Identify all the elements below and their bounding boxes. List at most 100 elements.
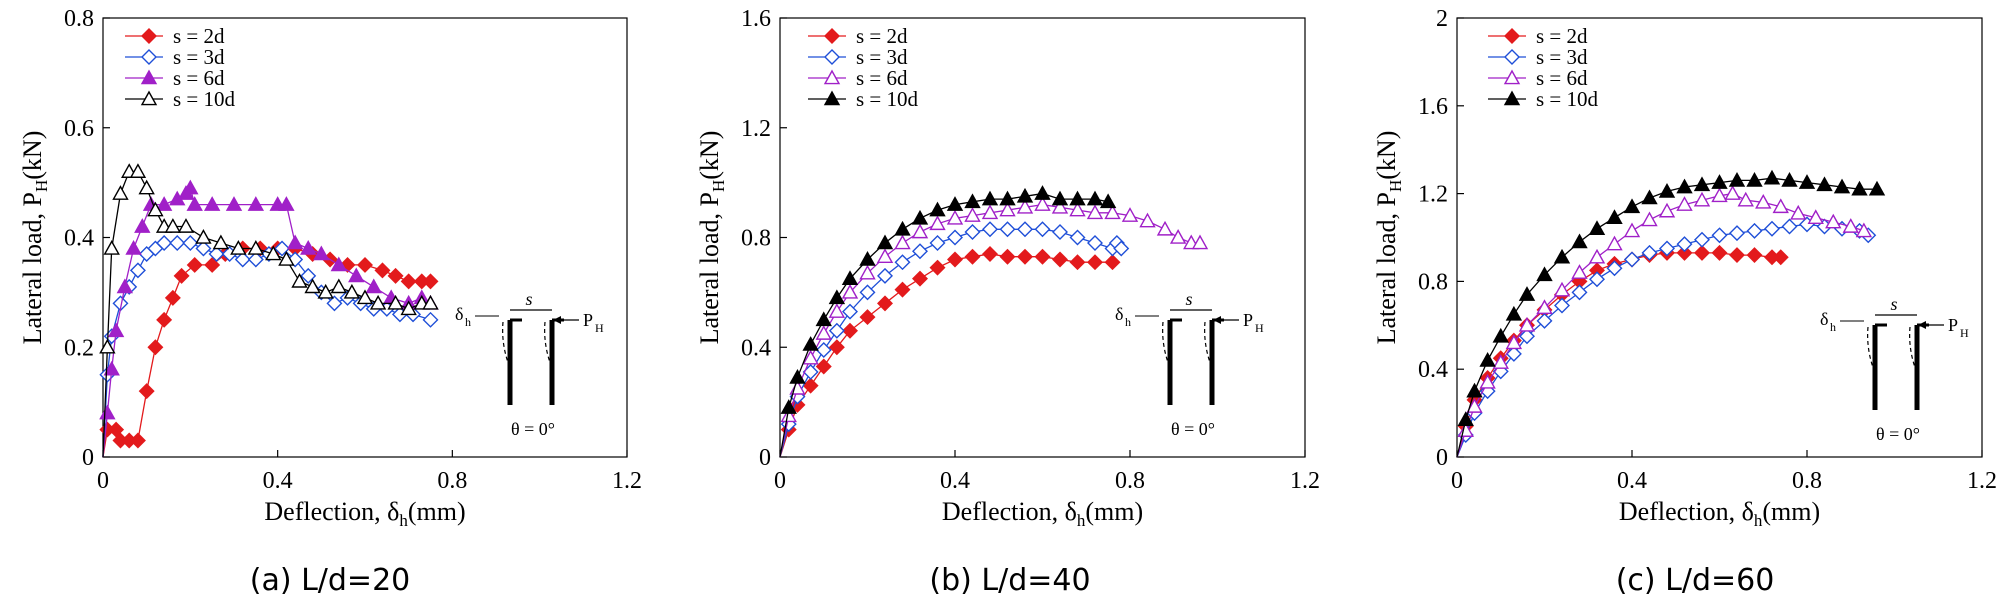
- data-point: [1034, 248, 1051, 265]
- data-point: [1052, 224, 1068, 241]
- data-point: [964, 193, 981, 209]
- legend-label: s = 10d: [856, 87, 919, 111]
- y-tick-label: 0.2: [64, 335, 94, 361]
- data-point: [1694, 231, 1710, 248]
- data-point: [291, 272, 308, 288]
- data-point: [828, 339, 845, 356]
- panel-caption: (c) L/d=60: [1616, 563, 1775, 597]
- data-point: [828, 289, 846, 305]
- series-s6d: [1456, 185, 1873, 458]
- data-point: [1554, 297, 1570, 314]
- data-point: [894, 281, 911, 298]
- data-point: [147, 339, 164, 356]
- delta-subscript: h: [465, 315, 471, 329]
- data-point: [182, 179, 199, 195]
- data-point: [247, 196, 265, 211]
- data-point: [929, 201, 946, 217]
- data-point: [317, 283, 334, 299]
- data-point: [155, 196, 173, 211]
- data-point: [912, 270, 928, 287]
- data-point: [815, 325, 832, 340]
- y-tick-label: 1.2: [1418, 182, 1448, 208]
- y-tick-label: 0.4: [741, 335, 771, 361]
- data-point: [369, 294, 387, 310]
- data-point: [859, 264, 876, 280]
- data-point: [169, 234, 186, 251]
- data-point: [1505, 334, 1523, 350]
- data-point: [1623, 222, 1641, 238]
- series-s3d: [779, 221, 1130, 458]
- data-point: [1571, 284, 1588, 301]
- y-tick-label: 1.6: [741, 6, 771, 32]
- data-point: [780, 399, 797, 414]
- data-point: [1606, 209, 1623, 225]
- data-point: [912, 243, 928, 260]
- data-point: [1790, 204, 1807, 220]
- load-arrowhead: [1918, 321, 1926, 329]
- y-tick-label: 2: [1436, 6, 1448, 32]
- series-line: [779, 203, 1200, 458]
- data-point: [877, 295, 893, 312]
- data-point: [1781, 218, 1798, 235]
- y-axis-label: Lateral load, PH(kN): [18, 131, 51, 345]
- data-point: [1536, 266, 1553, 282]
- data-point: [999, 248, 1016, 265]
- data-point: [422, 294, 439, 310]
- data-point: [1191, 234, 1209, 250]
- data-point: [1658, 202, 1676, 218]
- series-line: [779, 192, 1109, 458]
- delta-label: δ: [1115, 304, 1123, 324]
- legend-marker: [141, 28, 157, 44]
- x-tick-label: 1.2: [612, 468, 642, 494]
- data-point: [964, 248, 981, 265]
- delta-subscript: h: [1830, 320, 1836, 334]
- data-point: [815, 342, 832, 358]
- data-point: [1034, 221, 1051, 238]
- angle-label: θ = 0°: [511, 419, 555, 439]
- data-point: [1694, 244, 1710, 261]
- data-point: [1492, 354, 1509, 369]
- data-point: [400, 300, 417, 316]
- data-point: [1588, 220, 1606, 236]
- data-point: [212, 234, 230, 250]
- data-point: [173, 267, 190, 284]
- y-tick-label: 0: [759, 445, 771, 471]
- data-point: [116, 278, 134, 294]
- data-point: [422, 273, 439, 290]
- series-line: [779, 253, 1113, 458]
- data-point: [1086, 190, 1104, 206]
- data-point: [1536, 312, 1553, 329]
- data-point: [1729, 247, 1745, 264]
- legend-marker: [140, 90, 158, 106]
- data-point: [1833, 178, 1851, 194]
- data-point: [99, 338, 116, 354]
- x-tick-label: 0: [774, 468, 786, 494]
- data-point: [156, 234, 173, 251]
- data-point: [208, 245, 225, 262]
- data-point: [1016, 187, 1034, 203]
- x-tick-label: 1.2: [1967, 468, 1997, 494]
- data-point: [828, 322, 845, 339]
- deflected-shape-right: [1204, 321, 1213, 369]
- load-label: P: [583, 310, 593, 330]
- data-point: [387, 267, 404, 284]
- y-tick-label: 0.8: [741, 226, 771, 252]
- data-point: [859, 309, 876, 326]
- y-tick-label: 0.4: [1418, 357, 1448, 383]
- legend-label: s = 2d: [856, 24, 908, 48]
- data-point: [1798, 174, 1816, 189]
- legend-label: s = 3d: [173, 45, 225, 69]
- data-point: [313, 245, 330, 261]
- data-point: [356, 289, 374, 305]
- data-point: [1016, 198, 1034, 214]
- data-point: [1518, 316, 1536, 332]
- delta-label: δ: [1820, 309, 1828, 329]
- data-point: [1588, 248, 1606, 264]
- x-tick-label: 0.8: [437, 468, 467, 494]
- data-point: [1711, 174, 1728, 189]
- data-point: [304, 278, 321, 294]
- chart-panel-1: 0 0.4 0.8 1.2 0 0.2 0.4 0.6 0.8 Deflection, δh(mm…: [18, 6, 642, 597]
- data-point: [387, 294, 404, 310]
- data-point: [278, 196, 295, 211]
- data-point: [247, 251, 264, 268]
